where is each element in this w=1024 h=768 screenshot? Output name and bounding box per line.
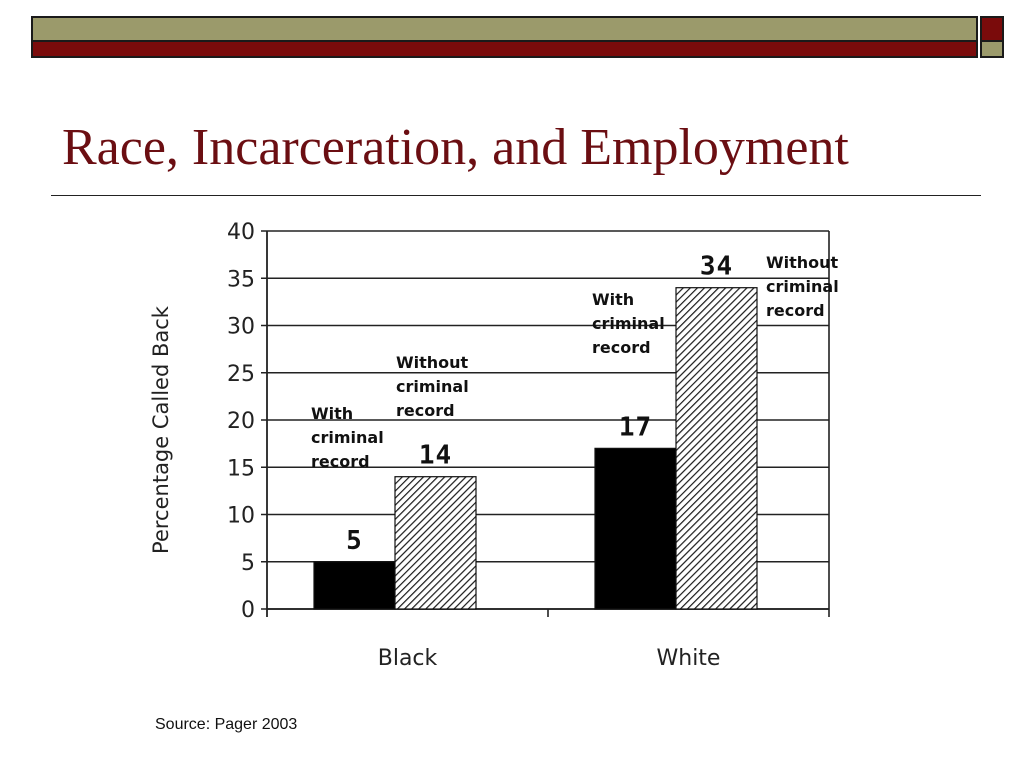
bar-value-label: 5 [346, 526, 363, 556]
bar-value-label: 14 [419, 441, 452, 471]
bar-black-with-record [313, 561, 396, 610]
header-band [31, 16, 978, 58]
header-band-maroon [31, 42, 978, 58]
bar-value-label: 34 [700, 252, 733, 282]
title-divider [51, 195, 981, 196]
bar-annotation: With criminal record [592, 290, 665, 358]
bars-layer [313, 287, 758, 610]
source-note: Source: Pager 2003 [155, 716, 298, 733]
bar-chart: 0 5 10 15 20 25 30 35 40 5 14 Black 17 34 White Perce… [149, 220, 830, 671]
slide-title: Race, Incarceration, and Employment [62, 119, 849, 176]
y-tick-label: 35 [227, 267, 255, 292]
y-tick-label: 15 [227, 456, 255, 481]
header-corner-olive [980, 42, 1004, 58]
y-tick-label: 40 [227, 220, 255, 245]
bar-white-with-record [594, 447, 677, 610]
header-corner-maroon [980, 16, 1004, 42]
header-band-olive [31, 16, 978, 42]
bar-annotation: With criminal record [311, 403, 384, 471]
x-category-label: White [657, 646, 721, 671]
y-axis-label: Percentage Called Back [149, 305, 173, 554]
y-tick-label: 5 [241, 551, 255, 576]
y-tick-label: 0 [241, 598, 255, 623]
y-tick-label: 20 [227, 409, 255, 434]
labels-layer: 5 14 Black 17 34 White [346, 252, 733, 671]
bar-value-label: 17 [619, 412, 652, 442]
bar-black-without-record [394, 476, 477, 610]
bar-annotation: Without criminal record [766, 252, 839, 320]
y-tick-label: 10 [227, 504, 255, 529]
bar-annotation: Without criminal record [396, 352, 469, 420]
y-tick-label: 25 [227, 362, 255, 387]
y-tick-label: 30 [227, 315, 255, 340]
bar-white-without-record [675, 287, 758, 610]
x-category-label: Black [378, 646, 438, 671]
